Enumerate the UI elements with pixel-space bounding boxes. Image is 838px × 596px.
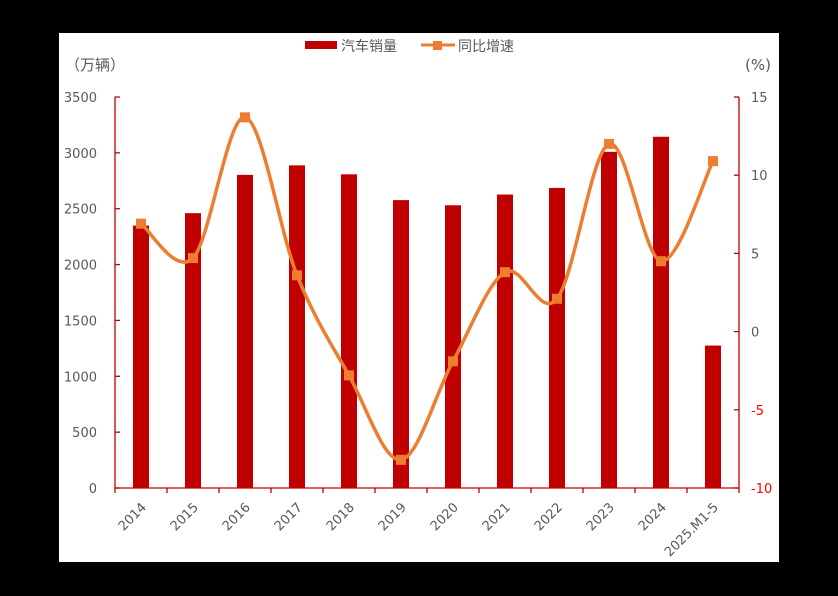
left-tick-label: 0: [89, 482, 97, 497]
bar-2022: [549, 187, 565, 488]
line-marker-2025.M1-5: [708, 156, 718, 167]
right-tick-label: 15: [751, 91, 768, 106]
bar-2021: [497, 194, 513, 489]
left-axis: 0 500 1000 1500 2000 2500 3000 3500: [64, 91, 120, 497]
line-marker-2014: [136, 218, 146, 229]
x-tick-label: 2020: [428, 500, 462, 534]
bar-2014: [133, 225, 149, 489]
x-tick-label: 2024: [636, 500, 670, 534]
line-marker-2015: [188, 253, 198, 264]
line-marker-2023: [604, 138, 614, 149]
bar-2017: [289, 165, 305, 488]
right-tick-label: -10: [751, 482, 772, 497]
legend-marker-icon: [433, 41, 442, 50]
line-marker-2019: [396, 454, 406, 465]
line-marker-2022: [552, 293, 562, 304]
bar-2018: [341, 174, 357, 489]
bar-2023: [601, 151, 617, 488]
legend-bar-swatch: [305, 41, 337, 49]
left-tick-label: 2000: [64, 259, 97, 274]
line-marker-2024: [656, 256, 666, 267]
right-axis-unit: (%): [745, 56, 771, 74]
right-axis: -10 -5 0 5 10 15: [734, 91, 772, 497]
legend-bar-label: 汽车销量: [341, 38, 397, 55]
left-tick-label: 3000: [64, 147, 97, 162]
left-tick-label: 1000: [64, 370, 97, 385]
bar-2019: [393, 200, 409, 488]
x-tick-label: 2019: [376, 500, 410, 534]
left-tick-label: 3500: [64, 91, 97, 106]
line-series: [136, 112, 718, 465]
x-tick-label: 2014: [116, 500, 150, 534]
line-marker-2017: [292, 270, 302, 281]
right-tick-label: 0: [751, 326, 759, 341]
x-tick-label: 2017: [272, 500, 306, 534]
right-tick-label: 5: [751, 247, 759, 262]
chart-panel: 汽车销量 同比增速 （万辆） (%) 0 500 1000 1500 2000 2500 3000 3…: [59, 33, 779, 562]
line-marker-2018: [344, 370, 354, 381]
legend: 汽车销量 同比增速: [305, 38, 514, 55]
line-marker-2021: [500, 267, 510, 278]
x-tick-label: 2015: [168, 500, 202, 534]
x-tick-label: 2018: [324, 500, 358, 534]
bar-2024: [653, 136, 669, 488]
x-tick-label: 2016: [220, 500, 254, 534]
right-tick-label: 10: [751, 169, 768, 184]
combo-chart: 汽车销量 同比增速 （万辆） (%) 0 500 1000 1500 2000 2500 3000 3…: [64, 38, 772, 560]
right-tick-label: -5: [751, 404, 764, 419]
line-marker-2016: [240, 112, 250, 123]
x-tick-label: 2021: [480, 500, 514, 534]
left-tick-label: 1500: [64, 314, 97, 329]
bar-2016: [237, 174, 253, 488]
x-tick-label: 2025.M1-5: [662, 500, 722, 560]
x-tick-label: 2023: [584, 500, 618, 534]
x-tick-label: 2022: [532, 500, 566, 534]
left-tick-label: 2500: [64, 203, 97, 218]
bar-2015: [185, 213, 201, 488]
x-axis: 2014 2015 2016 2017 2018 2019 2020 2021 2022 2023…: [114, 487, 740, 560]
bar-2025.M1-5: [705, 345, 721, 488]
left-tick-label: 500: [72, 426, 97, 441]
legend-line-label: 同比增速: [458, 39, 514, 55]
line-marker-2020: [448, 356, 458, 367]
bar-2020: [445, 205, 461, 488]
left-axis-unit: （万辆）: [65, 56, 125, 74]
